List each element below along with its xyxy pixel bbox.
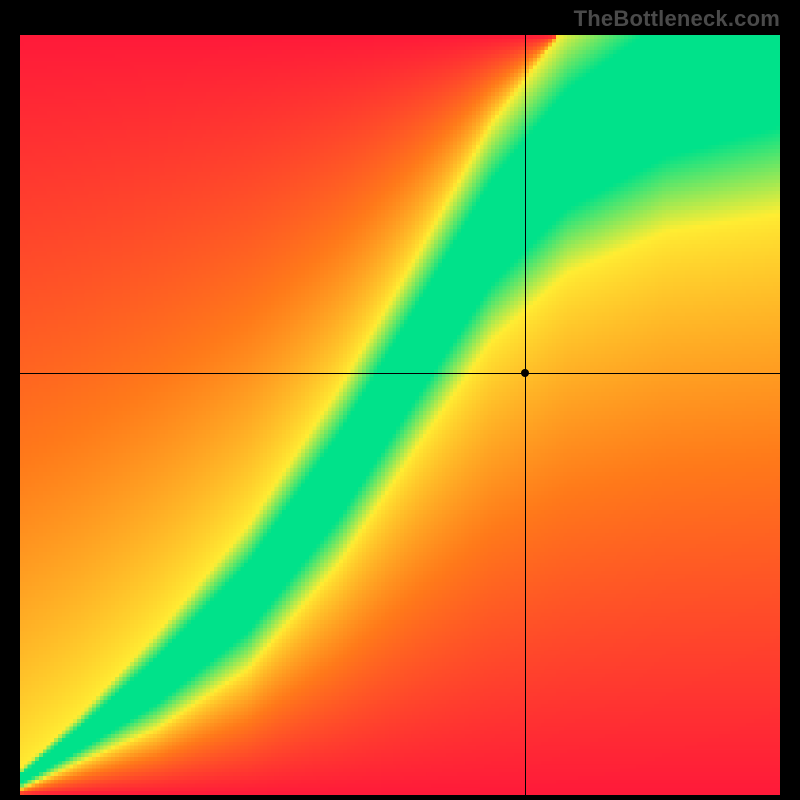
chart-container: TheBottleneck.com (0, 0, 800, 800)
attribution-text: TheBottleneck.com (574, 6, 780, 32)
crosshair-marker (521, 369, 529, 377)
bottleneck-heatmap (20, 35, 780, 795)
crosshair-horizontal (20, 373, 780, 374)
crosshair-vertical (525, 35, 526, 795)
